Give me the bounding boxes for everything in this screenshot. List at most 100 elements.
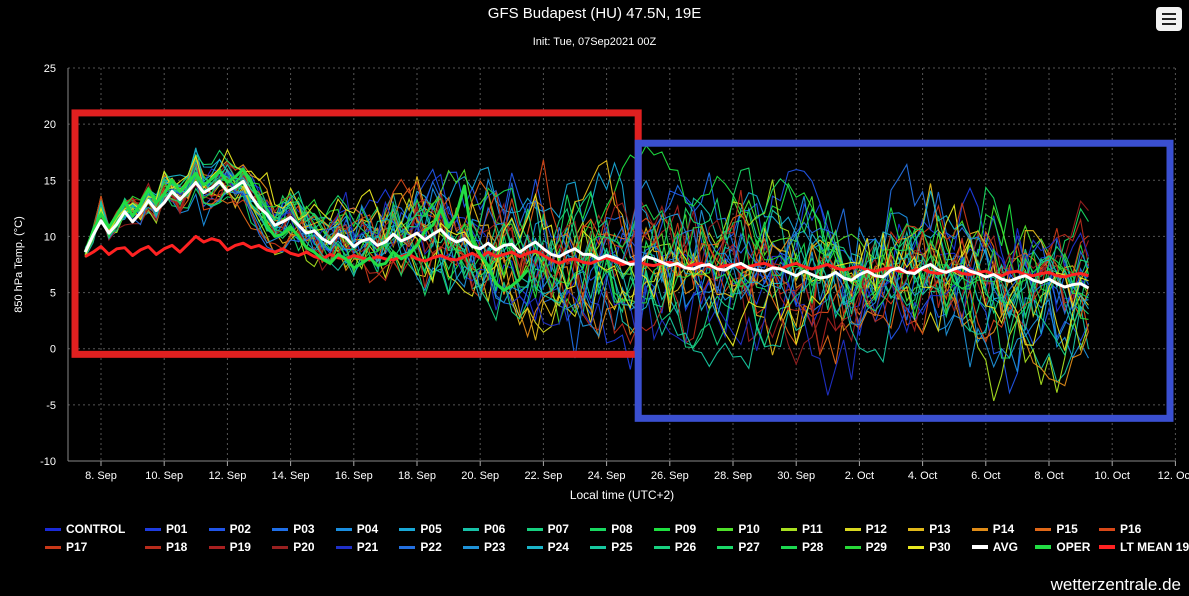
x-tick-label: 20. Sep: [461, 470, 499, 482]
series-line-p30: [84, 148, 1089, 348]
legend-item-p18[interactable]: P18: [145, 540, 187, 554]
legend-item-lt-mean-1981-2010[interactable]: LT MEAN 1981–2010: [1099, 540, 1189, 554]
series-line-avg: [83, 179, 1090, 290]
legend-swatch: [145, 545, 161, 549]
legend-label: P17: [66, 540, 88, 554]
legend-swatch: [1099, 527, 1115, 531]
y-tick-label: 5: [50, 288, 56, 300]
x-tick-label: 18. Sep: [398, 470, 436, 482]
legend-label: P01: [166, 522, 188, 536]
series-line-p17: [84, 159, 1089, 330]
legend-swatch: [781, 527, 797, 531]
highlight-boxes: [71, 109, 1174, 422]
hamburger-menu-icon[interactable]: [1156, 7, 1182, 31]
x-tick-label: 14. Sep: [272, 470, 310, 482]
legend-item-p23[interactable]: P23: [463, 540, 505, 554]
legend-swatch: [717, 527, 734, 531]
legend-item-p03[interactable]: P03: [272, 522, 315, 536]
legend-label: P26: [674, 540, 697, 554]
legend-label: P08: [611, 522, 633, 536]
main-series: [83, 167, 1090, 292]
legend-item-p06[interactable]: P06: [463, 522, 505, 536]
y-tick-label: 15: [44, 175, 56, 187]
legend-item-p17[interactable]: P17: [45, 540, 87, 554]
x-tick-label: 8. Oct: [1034, 470, 1063, 482]
legend-swatch: [844, 545, 861, 549]
legend-item-p15[interactable]: P15: [1035, 522, 1078, 536]
legend-swatch: [526, 527, 543, 531]
legend-item-p16[interactable]: P16: [1099, 522, 1141, 536]
legend-item-p10[interactable]: P10: [717, 522, 760, 536]
series-line-p13: [84, 159, 1089, 356]
legend-item-control[interactable]: CONTROL: [45, 522, 125, 536]
legend-label: CONTROL: [66, 522, 126, 536]
highlight-box-future: [634, 139, 1174, 422]
x-tick-label: 10. Oct: [1094, 470, 1129, 482]
legend-swatch: [399, 527, 416, 531]
x-tick-label: 22. Sep: [524, 470, 562, 482]
legend-item-p28[interactable]: P28: [781, 540, 823, 554]
legend-item-p29[interactable]: P29: [844, 540, 887, 554]
legend-item-p19[interactable]: P19: [208, 540, 251, 554]
legend-item-p21[interactable]: P21: [335, 540, 379, 554]
legend-item-p01[interactable]: P01: [145, 522, 187, 536]
legend-label: P12: [865, 522, 887, 536]
legend-swatch: [590, 545, 607, 549]
legend-item-p05[interactable]: P05: [399, 522, 442, 536]
x-tick-label: 4. Oct: [908, 470, 937, 482]
legend-swatch: [781, 545, 797, 549]
legend-label: P02: [229, 522, 251, 536]
legend-item-p24[interactable]: P24: [526, 540, 569, 554]
legend-swatch: [399, 545, 416, 549]
legend-label: P19: [229, 540, 251, 554]
legend-swatch: [590, 527, 607, 531]
legend-label: P09: [674, 522, 697, 536]
legend-item-p30[interactable]: P30: [908, 540, 951, 554]
ensemble-members: [84, 144, 1090, 402]
legend-label: AVG: [992, 540, 1018, 554]
legend-swatch: [272, 527, 289, 531]
legend-item-p08[interactable]: P08: [590, 522, 633, 536]
x-tick-label: 8. Sep: [85, 470, 117, 482]
legend-item-p07[interactable]: P07: [526, 522, 569, 536]
y-tick-label: -5: [46, 400, 56, 412]
legend-label: P27: [738, 540, 760, 554]
legend-label: P28: [802, 540, 824, 554]
legend-item-oper[interactable]: OPER: [1035, 540, 1090, 554]
legend-swatch: [844, 527, 861, 531]
legend-item-p13[interactable]: P13: [908, 522, 951, 536]
legend-item-p27[interactable]: P27: [717, 540, 760, 554]
legend-swatch: [208, 527, 225, 531]
legend-item-p14[interactable]: P14: [971, 522, 1015, 536]
legend-item-p04[interactable]: P04: [335, 522, 379, 536]
legend-item-p20[interactable]: P20: [272, 540, 315, 554]
legend-item-p02[interactable]: P02: [208, 522, 251, 536]
legend-label: P18: [166, 540, 188, 554]
legend-item-p22[interactable]: P22: [399, 540, 442, 554]
legend-label: P21: [356, 540, 379, 554]
legend-swatch: [335, 545, 352, 549]
legend-label: P04: [356, 522, 379, 536]
legend-label: P30: [929, 540, 951, 554]
legend-label: P14: [992, 522, 1015, 536]
legend-swatch: [145, 527, 161, 531]
legend-item-p12[interactable]: P12: [844, 522, 887, 536]
legend-item-avg[interactable]: AVG: [971, 540, 1018, 554]
chart-subtitle: Init: Tue, 07Sep2021 00Z: [532, 36, 657, 48]
y-tick-label: 20: [44, 119, 56, 131]
legend-label: P03: [293, 522, 315, 536]
x-tick-label: 12. Oct: [1158, 470, 1189, 482]
legend-item-p11[interactable]: P11: [781, 522, 823, 536]
y-tick-label: 0: [50, 344, 56, 356]
legend-item-p26[interactable]: P26: [653, 540, 697, 554]
legend-label: OPER: [1056, 540, 1091, 554]
x-tick-label: 30. Sep: [777, 470, 815, 482]
legend-swatch: [463, 527, 479, 531]
x-tick-label: 16. Sep: [335, 470, 373, 482]
legend-item-p09[interactable]: P09: [653, 522, 697, 536]
chart-title: GFS Budapest (HU) 47.5N, 19E: [487, 5, 702, 22]
legend-label: P06: [484, 522, 506, 536]
legend-item-p25[interactable]: P25: [590, 540, 633, 554]
axes: 25 20 15 10 5 0 -5 -10 8. Sep 10. Sep 12. Sep 14. S…: [13, 63, 1189, 502]
legend-label: P25: [611, 540, 633, 554]
